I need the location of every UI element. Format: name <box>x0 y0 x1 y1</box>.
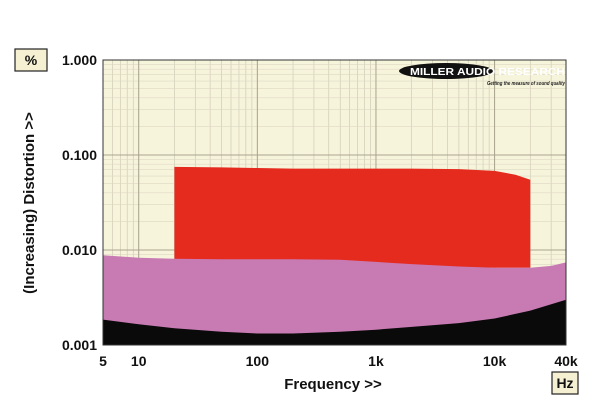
x-tick-label: 40k <box>554 353 578 369</box>
logo-name: MILLER AUDIO RESEARCH <box>410 66 565 78</box>
y-axis-label: (Increasing) Distortion >> <box>21 112 38 294</box>
distortion-area-2 <box>174 166 531 268</box>
x-unit-text: Hz <box>556 375 573 391</box>
logo-tagline: Getting the measure of sound quality <box>487 81 566 87</box>
x-unit-label: Hz <box>551 371 579 395</box>
y-unit-label: % <box>14 48 48 72</box>
x-tick-label: 10k <box>483 353 507 369</box>
x-axis-label: Frequency >> <box>284 376 382 393</box>
distortion-areas <box>103 166 566 345</box>
x-axis-ticks: 5 10 100 1k 10k 40k <box>99 353 578 369</box>
distortion-area-1 <box>103 255 566 345</box>
y-tick-label: 0.100 <box>62 147 97 163</box>
x-tick-label: 1k <box>368 353 384 369</box>
y-unit-text: % <box>25 52 38 68</box>
y-unit-box <box>14 48 48 72</box>
distortion-area-0 <box>103 299 566 345</box>
x-unit-box <box>551 371 579 395</box>
x-tick-label: 5 <box>99 353 107 369</box>
logo-oval <box>399 63 493 79</box>
x-tick-label: 100 <box>246 353 270 369</box>
y-tick-label: 0.010 <box>62 242 97 258</box>
x-tick-label: 10 <box>131 353 147 369</box>
y-tick-label: 0.001 <box>62 337 97 353</box>
brand-logo: MILLER AUDIO RESEARCH Getting the measur… <box>399 63 566 87</box>
y-axis-ticks: 0.001 0.010 0.100 1.000 <box>62 52 97 353</box>
y-tick-label: 1.000 <box>62 52 97 68</box>
plot-frame <box>102 59 567 346</box>
